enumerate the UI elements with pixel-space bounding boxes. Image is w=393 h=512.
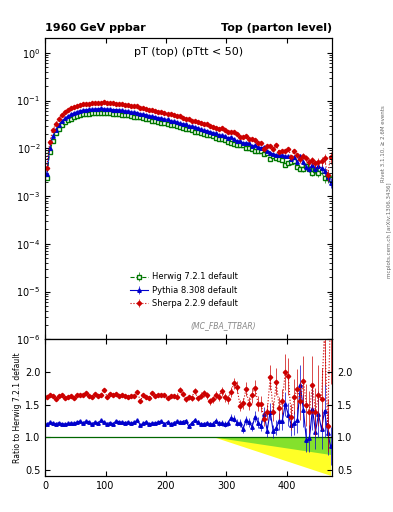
Text: mcplots.cern.ch [arXiv:1306.3436]: mcplots.cern.ch [arXiv:1306.3436]: [387, 183, 391, 278]
Y-axis label: Ratio to Herwig 7.2.1 default: Ratio to Herwig 7.2.1 default: [13, 352, 22, 463]
Text: Top (parton level): Top (parton level): [221, 23, 332, 33]
Text: Rivet 3.1.10, ≥ 2.6M events: Rivet 3.1.10, ≥ 2.6M events: [381, 105, 386, 182]
Text: 1960 GeV ppbar: 1960 GeV ppbar: [45, 23, 146, 33]
Text: pT (top) (pTtt < 50): pT (top) (pTtt < 50): [134, 48, 243, 57]
Text: (MC_FBA_TTBAR): (MC_FBA_TTBAR): [190, 322, 256, 330]
Legend: Herwig 7.2.1 default, Pythia 8.308 default, Sherpa 2.2.9 default: Herwig 7.2.1 default, Pythia 8.308 defau…: [127, 269, 241, 311]
